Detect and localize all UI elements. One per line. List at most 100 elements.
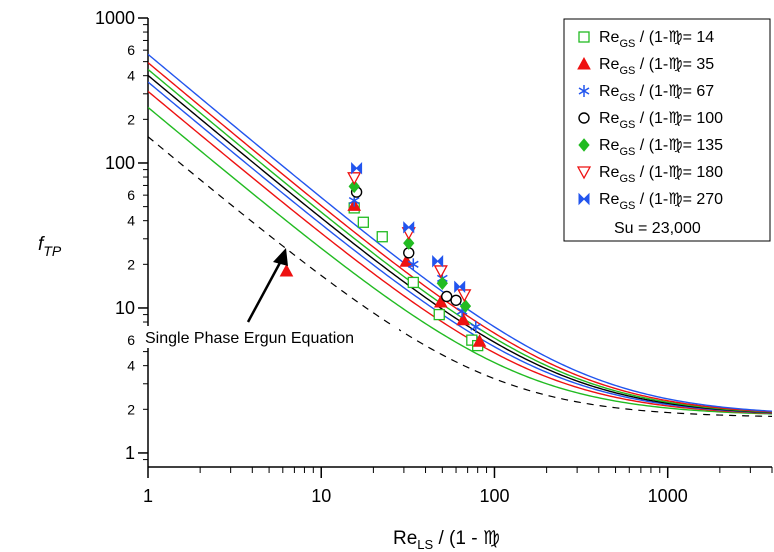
marker-shape (403, 221, 410, 234)
legend-note: Su = 23,000 (614, 220, 701, 237)
marker-shape (357, 216, 369, 228)
marker-shape (432, 255, 439, 268)
data-point-35 (456, 312, 471, 326)
fit-curve-180 (148, 62, 772, 413)
data-points (279, 162, 487, 352)
marker-shape (578, 138, 590, 152)
data-point-180 (347, 172, 362, 186)
legend-label-180: ReGS / (1-♍= 180 (599, 164, 723, 185)
data-point-100 (441, 290, 453, 303)
y-minor-tick-label: 4 (127, 358, 135, 374)
marker-shape (376, 231, 388, 243)
legend-marker-67 (578, 85, 590, 97)
legend-marker-180 (576, 166, 592, 180)
data-point-14 (433, 308, 445, 321)
data-point-135 (403, 236, 415, 250)
marker-shape (583, 192, 590, 206)
data-point-100 (450, 294, 462, 306)
legend-box (563, 18, 771, 242)
y-tick-label: 1000 (95, 8, 135, 28)
data-point-135 (459, 299, 472, 313)
fit-curve-35 (148, 90, 772, 414)
y-minor-tick-label: 4 (127, 68, 135, 84)
data-point-35 (433, 294, 448, 308)
data-point-35 (279, 263, 294, 277)
y-tick-label: 10 (115, 298, 135, 318)
legend-label-270: ReGS / (1-♍= 270 (599, 191, 723, 212)
data-point-135 (348, 179, 360, 194)
marker-shape (578, 112, 590, 124)
x-tick-label: 10 (311, 486, 331, 506)
y-tick-label: 100 (105, 153, 135, 173)
marker-shape (472, 334, 487, 347)
marker-shape (450, 294, 462, 306)
y-minor-tick-label: 4 (127, 213, 135, 229)
x-axis-title-text: ReLS / (1 - ♍ (393, 528, 500, 552)
data-point-14 (407, 276, 419, 289)
legend-marker-270 (578, 192, 590, 206)
y-minor-tick-label: 6 (127, 332, 135, 348)
x-axis-title: ReLS / (1 - ♍ (393, 528, 500, 552)
legend-marker-100 (578, 112, 590, 124)
data-point-67 (407, 258, 419, 271)
axes: 1 10 100 1000 2 4 6 2 4 6 2 4 6 1 10 100 1000 (95, 8, 773, 506)
marker-shape (355, 162, 363, 175)
data-point-270 (351, 162, 363, 175)
marker-shape (436, 276, 448, 291)
marker-stroke (407, 260, 419, 268)
y-minor-tick-label: 2 (127, 401, 135, 417)
annotation-group: Single Phase Ergun Equation (143, 248, 399, 348)
marker-shape (408, 221, 415, 234)
marker-shape (577, 56, 591, 70)
y-tick-label: 1 (125, 443, 135, 463)
marker-shape (433, 308, 445, 321)
marker-shape (351, 162, 358, 175)
fit-curve-135 (148, 68, 772, 413)
marker-stroke (470, 323, 482, 331)
data-point-270 (403, 221, 415, 234)
x-tick-label: 100 (479, 486, 509, 506)
marker-shape (407, 276, 419, 289)
marker-shape (578, 192, 585, 206)
annotation-text: Single Phase Ergun Equation (145, 330, 354, 347)
data-point-270 (454, 280, 466, 293)
data-point-270 (432, 255, 444, 268)
marker-shape (578, 31, 590, 43)
data-point-14 (357, 216, 369, 228)
legend-label-100: ReGS / (1-♍= 100 (599, 110, 723, 131)
legend-marker-14 (578, 31, 590, 43)
annotation-arrowhead (273, 248, 288, 266)
y-axis-title-text: fTP (38, 234, 62, 259)
marker-shape (436, 255, 444, 268)
y-minor-tick-label: 6 (127, 187, 135, 203)
marker-shape (441, 290, 453, 303)
marker-shape (456, 312, 471, 326)
marker-shape (459, 280, 466, 293)
annotation-backdrop (143, 326, 399, 348)
marker-shape (433, 265, 448, 279)
y-minor-tick-label: 6 (127, 42, 135, 58)
marker-shape (576, 166, 592, 180)
marker-shape (399, 254, 414, 267)
fit-curve-14 (148, 106, 772, 415)
legend-marker-35 (577, 56, 591, 70)
data-point-180 (433, 265, 448, 279)
legend-label-14: ReGS / (1-♍= 14 (599, 29, 714, 50)
marker-stroke (578, 87, 590, 95)
marker-shape (454, 280, 461, 293)
marker-shape (347, 172, 362, 186)
marker-shape (403, 236, 415, 250)
legend-label-35: ReGS / (1-♍= 35 (599, 56, 714, 77)
ergun-dashed-line (148, 136, 772, 417)
marker-shape (459, 299, 472, 313)
legend-marker-135 (578, 138, 590, 152)
annotation-arrow-line (246, 258, 284, 323)
y-axis-title: fTP (38, 234, 62, 259)
marker-shape (348, 179, 360, 194)
data-point-35 (472, 334, 487, 347)
y-minor-tick-label: 2 (127, 111, 135, 127)
data-point-14 (376, 231, 388, 243)
ergun-curve (148, 136, 772, 417)
legend-label-67: ReGS / (1-♍= 67 (599, 83, 714, 104)
